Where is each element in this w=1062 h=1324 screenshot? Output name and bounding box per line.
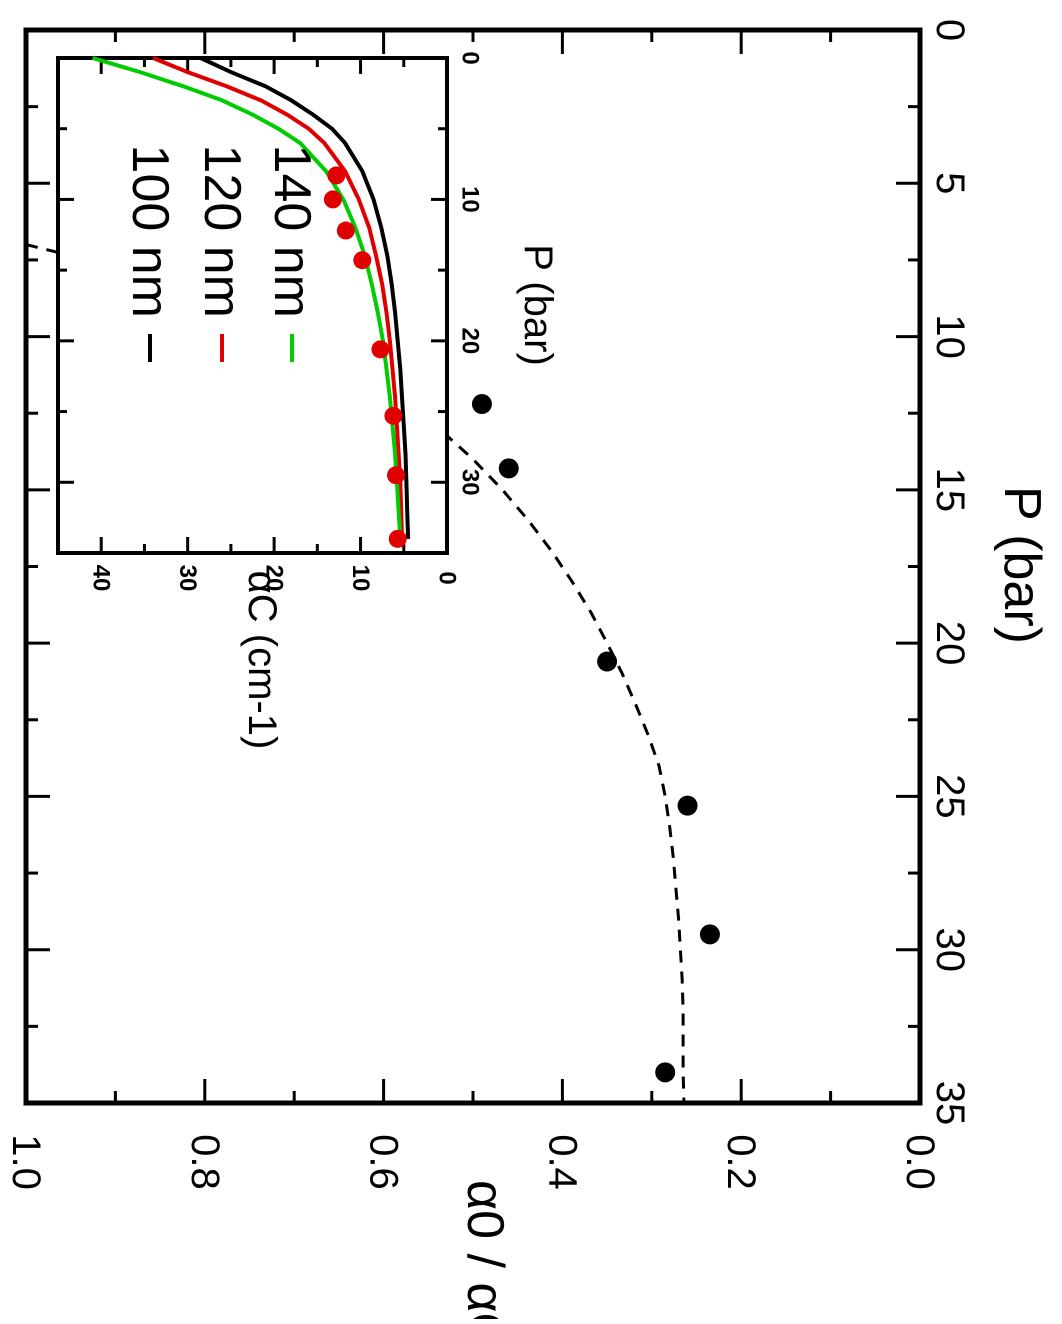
legend-label: 100 nm bbox=[121, 145, 179, 318]
inset-chart: 0 10 20 30 0 10 20 30 40 P (bar) αC (cm-1) 100 nm 12… bbox=[56, 51, 560, 750]
main-chart: 0 5 10 15 20 25 30 35 0.0 0.2 0.4 0.6 0.8 1.0 P (bar) α… bbox=[4, 19, 1051, 1324]
inset-y-tick-label: 0 bbox=[434, 571, 461, 584]
inset-data-point bbox=[386, 466, 405, 485]
inset-data-point bbox=[388, 529, 407, 548]
main-x-tick-label: 15 bbox=[928, 468, 972, 513]
main-x-axis-title: P (bar) bbox=[993, 486, 1051, 644]
main-x-tick-label: 10 bbox=[928, 314, 972, 359]
main-y-tick-label: 0.8 bbox=[183, 1134, 227, 1190]
inset-data-point bbox=[336, 221, 355, 240]
main-x-tick-label: 25 bbox=[928, 774, 972, 819]
inset-y-tick-label: 10 bbox=[347, 565, 374, 592]
main-data-point bbox=[677, 795, 698, 816]
main-y-tick-label: 1.0 bbox=[4, 1134, 48, 1190]
main-x-tick-label: 20 bbox=[928, 621, 972, 666]
inset-x-tick-label: 20 bbox=[457, 328, 484, 355]
inset-data-point bbox=[353, 251, 372, 270]
main-data-point bbox=[699, 924, 720, 945]
main-y-tick-label: 0.0 bbox=[898, 1134, 942, 1190]
inset-y-tick-label: 20 bbox=[261, 565, 288, 592]
inset-data-point bbox=[371, 340, 390, 359]
inset-plot-frame bbox=[56, 56, 449, 555]
inset-x-axis-title: P (bar) bbox=[516, 244, 560, 366]
inset-y-axis-title: αC (cm-1) bbox=[240, 571, 284, 750]
main-y-tick-label: 0.2 bbox=[719, 1134, 763, 1190]
main-x-tick-label: 30 bbox=[928, 927, 972, 972]
main-data-point bbox=[498, 458, 519, 479]
inset-data-point bbox=[327, 166, 346, 185]
main-x-tick-label: 5 bbox=[928, 172, 972, 194]
inset-data-point bbox=[384, 406, 403, 425]
main-x-tick-label: 35 bbox=[928, 1081, 972, 1126]
inset-x-tick-label: 0 bbox=[457, 51, 484, 64]
main-data-point bbox=[471, 394, 492, 415]
legend-label: 140 nm bbox=[263, 145, 321, 318]
main-y-tick-label: 0.4 bbox=[540, 1134, 584, 1190]
inset-x-tick-label: 30 bbox=[457, 469, 484, 496]
legend-label: 120 nm bbox=[193, 145, 251, 318]
inset-curve-100-nm bbox=[199, 56, 411, 539]
main-data-point bbox=[597, 651, 618, 672]
inset-y-tick-label: 40 bbox=[88, 565, 115, 592]
inset-data-point bbox=[323, 190, 342, 209]
inset-y-tick-label: 30 bbox=[174, 565, 201, 592]
main-data-point bbox=[655, 1062, 676, 1083]
main-x-tick-label: 0 bbox=[928, 19, 972, 41]
inset-curve-120-nm bbox=[152, 56, 404, 539]
main-y-tick-label: 0.6 bbox=[362, 1134, 406, 1190]
inset-x-tick-label: 10 bbox=[457, 186, 484, 213]
main-y-axis-title: α0 / αC bbox=[456, 1180, 514, 1319]
